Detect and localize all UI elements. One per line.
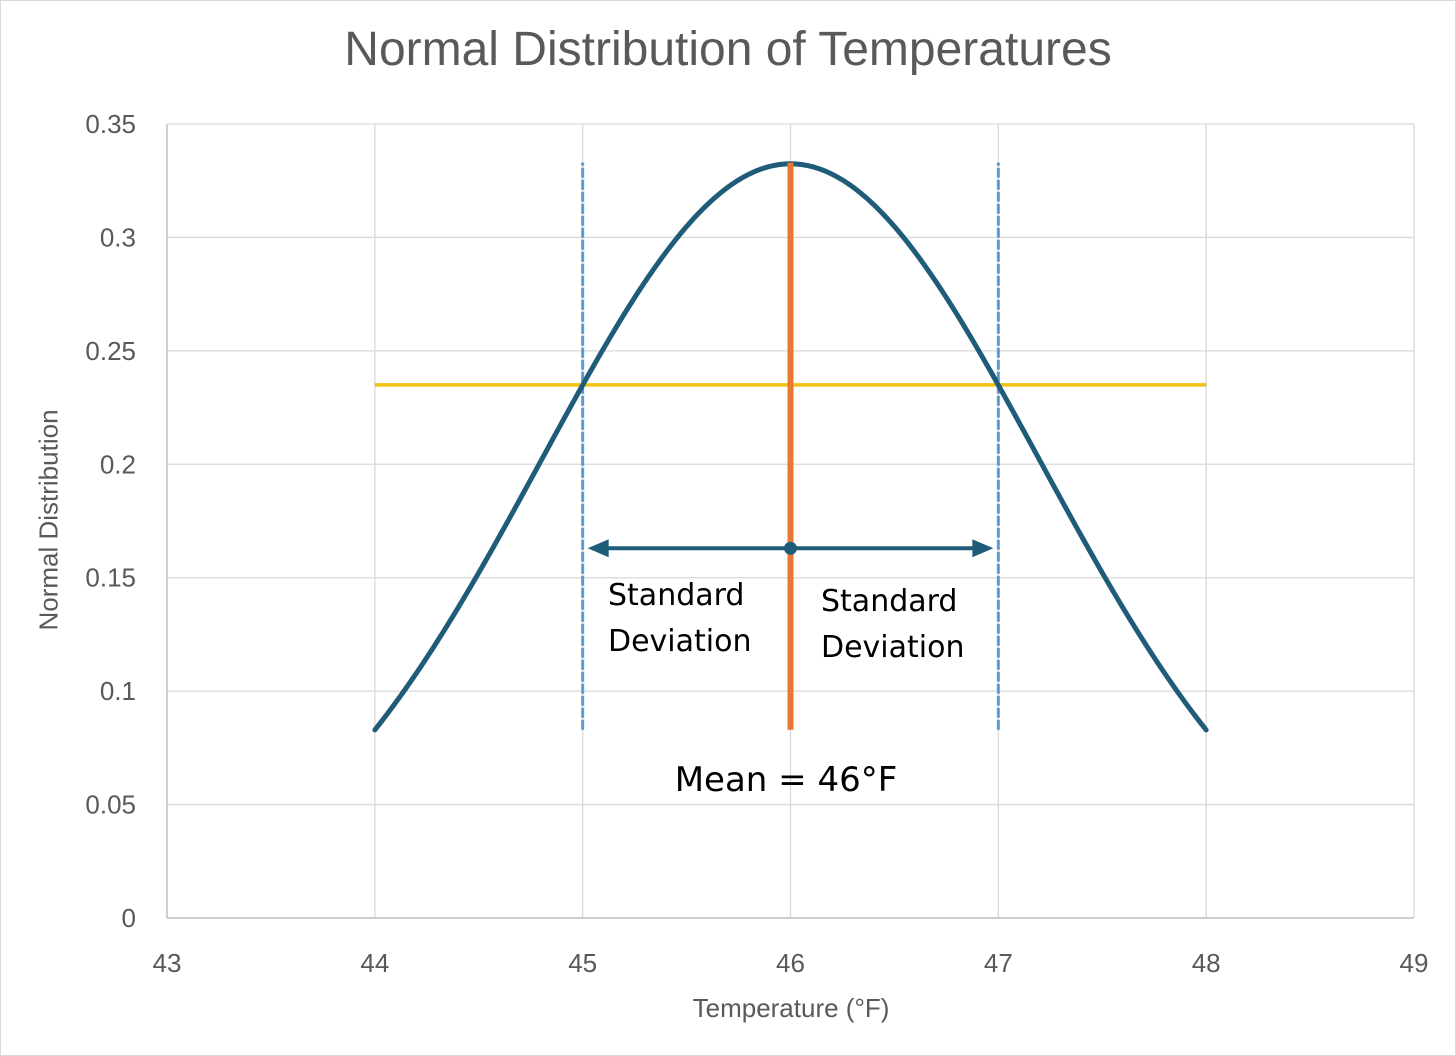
y-tick-label: 0.05: [85, 790, 136, 820]
y-tick-label: 0.3: [100, 222, 136, 252]
std-dev-label-right: Deviation: [821, 630, 965, 665]
std-dev-label-left: Deviation: [608, 624, 752, 659]
labels-layer: Standard Deviation Standard Deviation Mean =…: [608, 578, 965, 800]
y-tick-label: 0.1: [100, 676, 136, 706]
x-tick-label: 46: [776, 948, 805, 978]
y-tick-label: 0.25: [85, 336, 136, 366]
x-tick-label: 45: [568, 948, 597, 978]
arrowhead-left: [587, 539, 609, 558]
y-tick-label: 0.35: [85, 109, 136, 139]
arrowhead-right: [972, 539, 994, 558]
series-layer: [372, 161, 1209, 733]
std-dev-label-right: Standard: [821, 584, 957, 619]
x-tick-label: 43: [153, 948, 182, 978]
axes: 0 0.05 0.1 0.15 0.2 0.25 0.3 0.35 43 44 45 46 47 48 49: [85, 109, 1428, 978]
y-tick-label: 0: [122, 903, 136, 933]
y-tick-label: 0.15: [85, 563, 136, 593]
chart-title: Normal Distribution of Temperatures: [344, 23, 1112, 76]
mean-label: Mean = 46°F: [675, 760, 898, 800]
x-tick-label: 44: [360, 948, 389, 978]
x-tick-label: 48: [1192, 948, 1221, 978]
x-tick-label: 47: [984, 948, 1013, 978]
mean-point: [784, 541, 797, 555]
y-tick-label: 0.2: [100, 449, 136, 479]
x-axis-label: Temperature (°F): [692, 993, 890, 1023]
std-dev-label-left: Standard: [608, 578, 744, 613]
x-tick-label: 49: [1400, 948, 1429, 978]
